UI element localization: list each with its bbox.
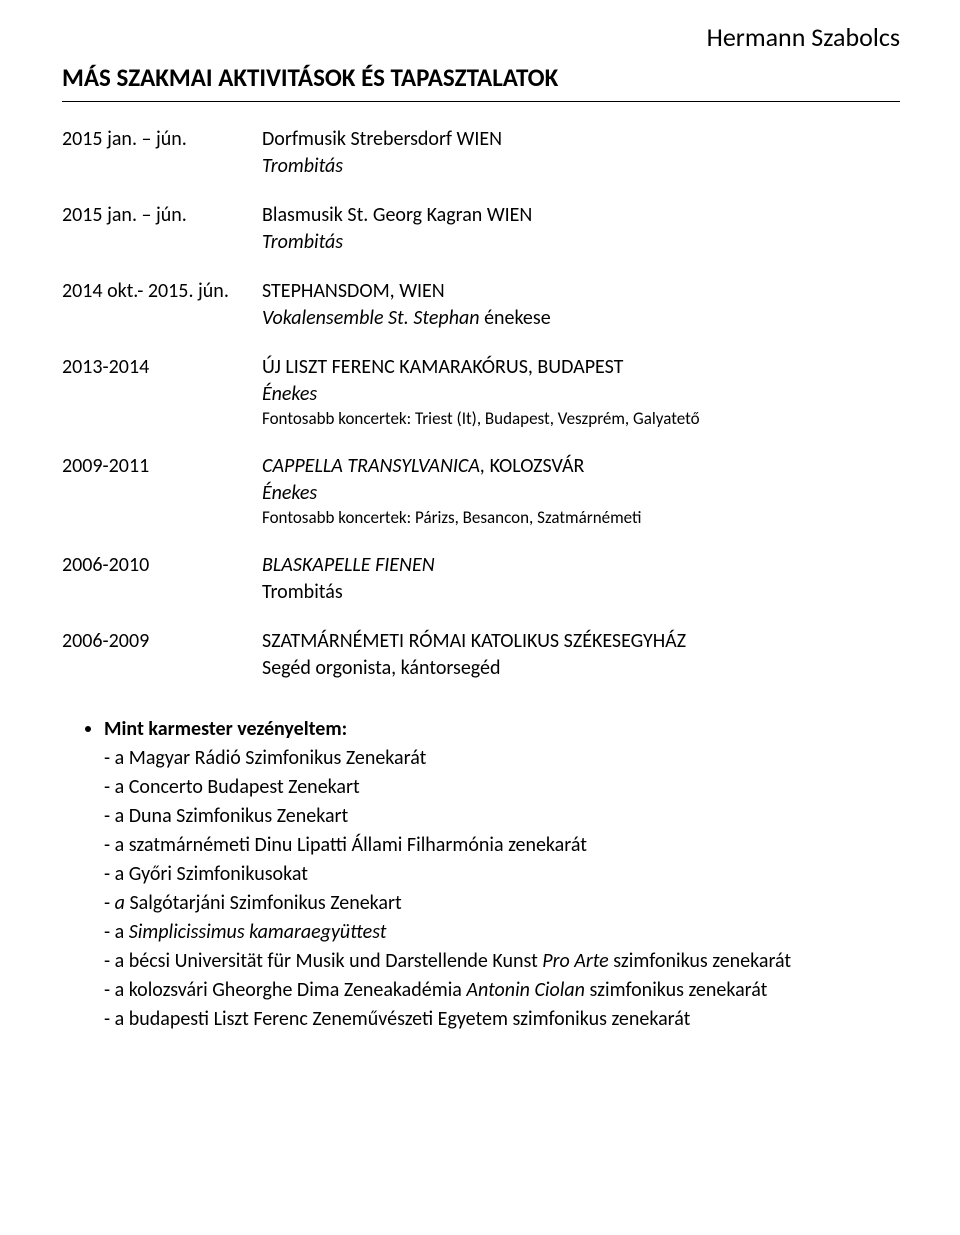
activity-role: Énekes	[262, 381, 900, 408]
activity-content: ÚJ LISZT FERENC KAMARAKÓRUS, BUDAPEST Én…	[262, 354, 900, 431]
activity-row: 2015 jan. – jún. Blasmusik St. Georg Kag…	[62, 202, 900, 256]
activity-title: ÚJ LISZT FERENC KAMARAKÓRUS, BUDAPEST	[262, 354, 900, 381]
activity-period: 2006-2010	[62, 552, 262, 606]
conducted-heading-item: Mint karmester vezényeltem: - a Magyar R…	[104, 716, 900, 1033]
conducted-items: - a Magyar Rádió Szimfonikus Zenekarát -…	[104, 745, 900, 1033]
activity-content: CAPPELLA TRANSYLVANICA, KOLOZSVÁR Énekes…	[262, 453, 900, 530]
section-rule	[62, 101, 900, 102]
activity-role: Vokalensemble St. Stephan énekese	[262, 305, 900, 332]
activity-period: 2014 okt.- 2015. jún.	[62, 278, 262, 332]
activity-row: 2013-2014 ÚJ LISZT FERENC KAMARAKÓRUS, B…	[62, 354, 900, 431]
page-header-name: Hermann Szabolcs	[62, 20, 900, 55]
activity-role: Trombitás	[262, 153, 900, 180]
conducted-list: Mint karmester vezényeltem: - a Magyar R…	[62, 716, 900, 1033]
activity-content: Dorfmusik Strebersdorf WIEN Trombitás	[262, 126, 900, 180]
conducted-item: - a Magyar Rádió Szimfonikus Zenekarát	[104, 745, 900, 772]
activity-title: SZATMÁRNÉMETI RÓMAI KATOLIKUS SZÉKESEGYH…	[262, 628, 900, 655]
activity-content: STEPHANSDOM, WIEN Vokalensemble St. Step…	[262, 278, 900, 332]
activity-title: BLASKAPELLE FIENEN	[262, 552, 900, 579]
activity-row: 2015 jan. – jún. Dorfmusik Strebersdorf …	[62, 126, 900, 180]
activity-period: 2009-2011	[62, 453, 262, 530]
activity-period: 2015 jan. – jún.	[62, 202, 262, 256]
conducted-item: - a bécsi Universität für Musik und Dars…	[104, 948, 900, 975]
activity-title: STEPHANSDOM, WIEN	[262, 278, 900, 305]
activity-role: Trombitás	[262, 229, 900, 256]
conducted-item: - a Győri Szimfonikusokat	[104, 861, 900, 888]
activity-title: Blasmusik St. Georg Kagran WIEN	[262, 202, 900, 229]
activity-role: Trombitás	[262, 579, 900, 606]
activity-note: Fontosabb koncertek: Párizs, Besancon, S…	[262, 507, 900, 530]
activity-content: SZATMÁRNÉMETI RÓMAI KATOLIKUS SZÉKESEGYH…	[262, 628, 900, 682]
activity-note: Fontosabb koncertek: Triest (It), Budape…	[262, 408, 900, 431]
activity-period: 2013-2014	[62, 354, 262, 431]
activity-title: Dorfmusik Strebersdorf WIEN	[262, 126, 900, 153]
activity-role: Segéd orgonista, kántorsegéd	[262, 655, 900, 682]
section-title: MÁS SZAKMAI AKTIVITÁSOK ÉS TAPASZTALATOK	[62, 61, 900, 95]
activity-row: 2006-2010 BLASKAPELLE FIENEN Trombitás	[62, 552, 900, 606]
conducted-item: - a Simplicissimus kamaraegyüttest	[104, 919, 900, 946]
conducted-item: - a budapesti Liszt Ferenc Zeneművészeti…	[104, 1006, 900, 1033]
activity-period: 2015 jan. – jún.	[62, 126, 262, 180]
activity-row: 2009-2011 CAPPELLA TRANSYLVANICA, KOLOZS…	[62, 453, 900, 530]
conducted-item: - a kolozsvári Gheorghe Dima Zeneakadémi…	[104, 977, 900, 1004]
activity-content: Blasmusik St. Georg Kagran WIEN Trombitá…	[262, 202, 900, 256]
activity-row: 2006-2009 SZATMÁRNÉMETI RÓMAI KATOLIKUS …	[62, 628, 900, 682]
activity-content: BLASKAPELLE FIENEN Trombitás	[262, 552, 900, 606]
activity-row: 2014 okt.- 2015. jún. STEPHANSDOM, WIEN …	[62, 278, 900, 332]
activity-period: 2006-2009	[62, 628, 262, 682]
conducted-item: - a Duna Szimfonikus Zenekart	[104, 803, 900, 830]
conducted-item: - a Salgótarjáni Szimfonikus Zenekart	[104, 890, 900, 917]
conducted-item: - a Concerto Budapest Zenekart	[104, 774, 900, 801]
conducted-item: - a szatmárnémeti Dinu Lipatti Állami Fi…	[104, 832, 900, 859]
activity-title: CAPPELLA TRANSYLVANICA, KOLOZSVÁR	[262, 453, 900, 480]
conducted-heading: Mint karmester vezényeltem:	[104, 717, 347, 741]
activity-role: Énekes	[262, 480, 900, 507]
